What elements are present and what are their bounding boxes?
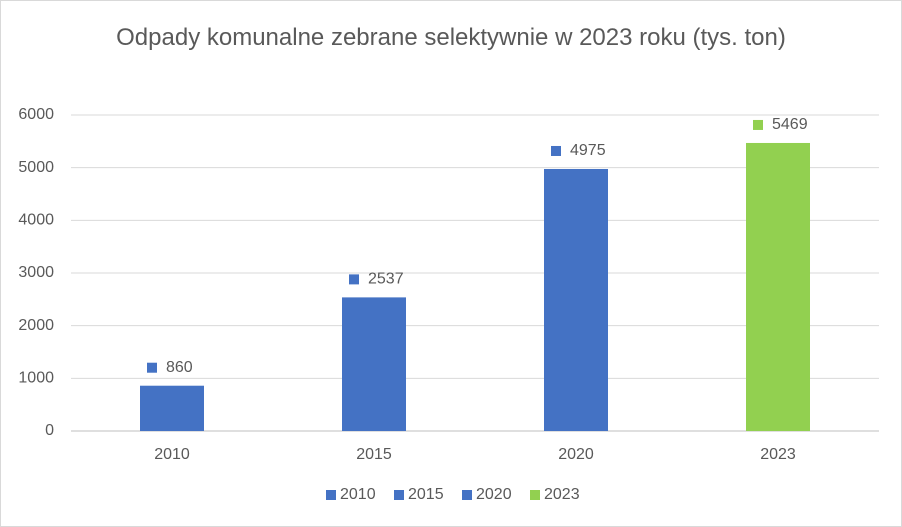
- y-tick-label: 1000: [18, 370, 54, 387]
- y-tick-label: 0: [45, 422, 54, 439]
- bar: [544, 168, 608, 431]
- legend-key: [394, 490, 404, 500]
- y-tick-label: 3000: [18, 264, 54, 281]
- data-label-key: [349, 274, 359, 285]
- bar: [342, 297, 406, 431]
- legend-label: 2020: [476, 486, 512, 503]
- y-tick-label: 5000: [18, 159, 54, 176]
- legend-label: 2023: [544, 486, 580, 503]
- legend-key: [530, 490, 540, 500]
- x-tick-label: 2023: [760, 446, 796, 463]
- data-label: 4975: [570, 142, 606, 159]
- bar: [746, 142, 810, 431]
- legend-key: [326, 490, 336, 500]
- x-tick-label: 2020: [558, 446, 594, 463]
- y-tick-label: 6000: [18, 106, 54, 123]
- data-label-key: [147, 362, 157, 373]
- data-label: 5469: [772, 116, 808, 133]
- data-label-key: [753, 119, 763, 130]
- y-tick-label: 2000: [18, 317, 54, 334]
- legend-key: [462, 490, 472, 500]
- data-label-key: [551, 145, 561, 156]
- legend-label: 2015: [408, 486, 444, 503]
- data-label: 2537: [368, 271, 404, 288]
- x-tick-label: 2015: [356, 446, 392, 463]
- y-tick-label: 4000: [18, 212, 54, 229]
- x-tick-label: 2010: [154, 446, 190, 463]
- chart-title: Odpady komunalne zebrane selektywnie w 2…: [116, 24, 786, 51]
- bar: [140, 385, 204, 431]
- data-label: 860: [166, 359, 193, 376]
- legend-label: 2010: [340, 486, 376, 503]
